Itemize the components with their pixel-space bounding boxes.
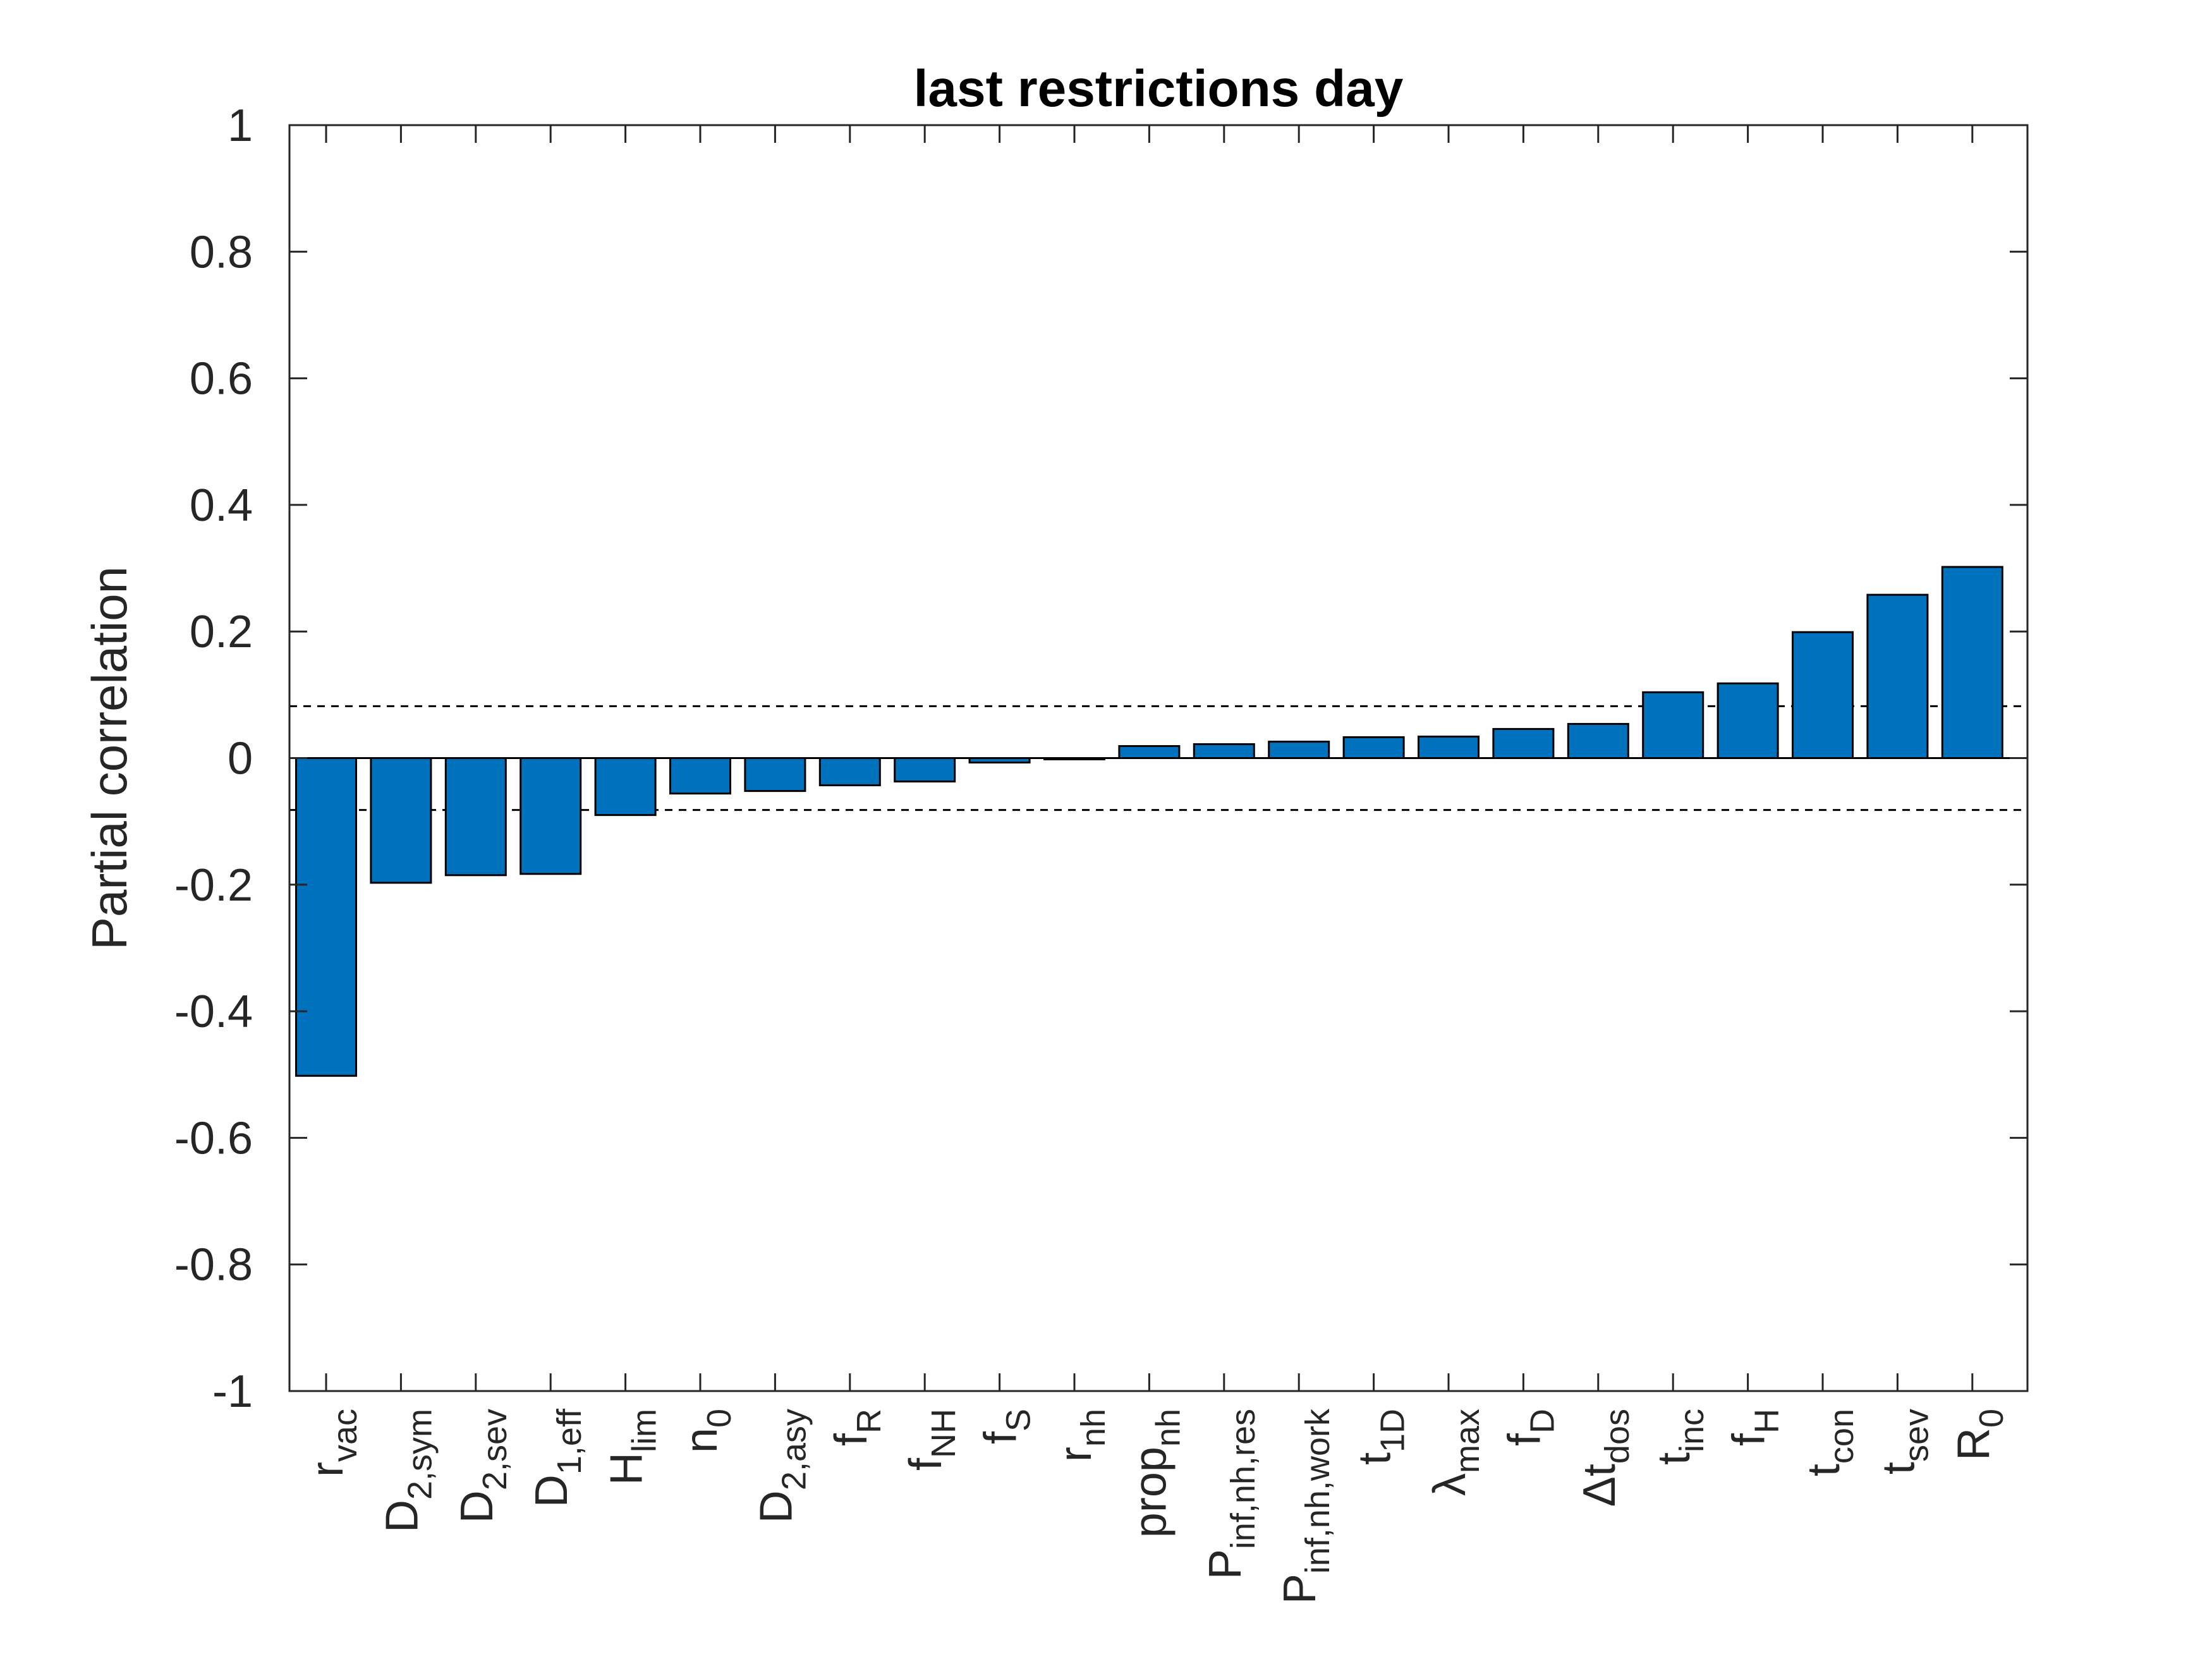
x-tick-label: fS — [976, 1409, 1038, 1444]
x-tick-label: D2,sev — [452, 1409, 514, 1523]
x-tick-label-text: Δtdos — [1574, 1409, 1636, 1507]
x-tick-label: Pinf,nh,res — [1200, 1409, 1262, 1579]
x-tick-label: Δtdos — [1574, 1409, 1636, 1507]
x-tick-label: D1,eff — [526, 1408, 588, 1507]
x-tick-label: R0 — [1948, 1409, 2010, 1461]
y-tick-label: 0 — [228, 734, 253, 784]
x-tick-label: tcon — [1799, 1409, 1861, 1476]
bar-14 — [1342, 736, 1405, 759]
x-tick-label-text: fS — [976, 1409, 1038, 1444]
bar-18 — [1642, 691, 1705, 759]
y-tick-label: 0.2 — [190, 607, 253, 657]
bar-11 — [1118, 744, 1181, 760]
x-tick-label-text: rnh — [1050, 1409, 1112, 1462]
x-tick-label-text: Hlim — [602, 1409, 664, 1485]
bar-7 — [818, 757, 881, 787]
y-tick-label: -0.4 — [174, 987, 253, 1037]
y-tick-label: 0.8 — [190, 227, 253, 277]
y-tick-label: -1 — [212, 1366, 253, 1417]
x-tick-label-text: fH — [1724, 1409, 1786, 1446]
bar-19 — [1717, 682, 1779, 759]
chart-title: last restrictions day — [914, 60, 1404, 118]
y-axis-ticks: -1 -0.8 -0.6 -0.4 -0.2 0 0.2 0.4 0.6 0.8 1 — [174, 100, 2027, 1417]
x-tick-label: D2,sym — [377, 1409, 439, 1533]
bar-6 — [744, 757, 806, 793]
x-tick-label: Pinf,nh,work — [1275, 1408, 1337, 1604]
x-tick-label-text: tinc — [1649, 1409, 1711, 1465]
x-tick-label-text: D2,asy — [751, 1409, 813, 1523]
y-tick-label: -0.2 — [174, 860, 253, 911]
bar-20 — [1792, 631, 1854, 759]
x-tick-label-text: fNH — [901, 1409, 963, 1471]
x-tick-label: fNH — [901, 1409, 963, 1471]
bar-2 — [444, 757, 507, 877]
x-tick-label: fD — [1499, 1409, 1561, 1446]
x-tick-label-text: Pinf,nh,work — [1275, 1408, 1337, 1604]
x-tick-label-text: t1D — [1350, 1409, 1412, 1465]
bar-4 — [594, 757, 657, 817]
x-tick-label: rvac — [302, 1409, 364, 1477]
bar-21 — [1866, 593, 1929, 759]
x-tick-label: tinc — [1649, 1409, 1711, 1465]
bar-5 — [669, 757, 731, 795]
x-tick-label-text: λmax — [1425, 1409, 1486, 1496]
bar-1 — [370, 757, 432, 884]
x-tick-label: t1D — [1350, 1409, 1412, 1465]
x-tick-label: Hlim — [602, 1409, 664, 1485]
x-tick-label-text: Pinf,nh,res — [1200, 1409, 1262, 1579]
x-tick-label-text: rvac — [302, 1409, 364, 1477]
y-tick-label: -0.8 — [174, 1240, 253, 1291]
x-tick-label-text: tsev — [1873, 1409, 1935, 1474]
x-tick-label-text: D1,eff — [526, 1408, 588, 1507]
x-tick-label-text: fR — [826, 1409, 888, 1446]
x-tick-label-text: fD — [1499, 1409, 1561, 1446]
x-tick-label-text: n0 — [676, 1409, 738, 1453]
x-tick-label-text: propnh — [1125, 1409, 1187, 1538]
bar-16 — [1492, 727, 1555, 760]
y-axis-label: Partial correlation — [82, 566, 137, 950]
bar-12 — [1193, 743, 1255, 760]
x-tick-label: propnh — [1125, 1409, 1187, 1538]
x-tick-label: λmax — [1425, 1409, 1486, 1496]
x-tick-label-text: D2,sev — [452, 1409, 514, 1523]
x-tick-label-text: R0 — [1948, 1409, 2010, 1461]
x-tick-label: n0 — [676, 1409, 738, 1453]
x-tick-label: tsev — [1873, 1409, 1935, 1474]
y-tick-label: 0.4 — [190, 480, 253, 531]
x-tick-label: fH — [1724, 1409, 1786, 1446]
x-tick-label: fR — [826, 1409, 888, 1446]
x-tick-label-text: tcon — [1799, 1409, 1861, 1476]
y-tick-label: -0.6 — [174, 1113, 253, 1164]
x-tick-label: rnh — [1050, 1409, 1112, 1462]
x-tick-label: D2,asy — [751, 1409, 813, 1523]
bar-17 — [1567, 722, 1629, 759]
bar-8 — [894, 757, 956, 783]
bar-3 — [520, 757, 582, 875]
bar-15 — [1418, 735, 1480, 759]
bar-13 — [1268, 740, 1330, 760]
bar-0 — [295, 757, 357, 1077]
x-tick-label-text: D2,sym — [377, 1409, 439, 1533]
y-tick-label: 0.6 — [190, 354, 253, 404]
y-tick-label: 1 — [228, 100, 253, 151]
bar-22 — [1941, 566, 2003, 759]
